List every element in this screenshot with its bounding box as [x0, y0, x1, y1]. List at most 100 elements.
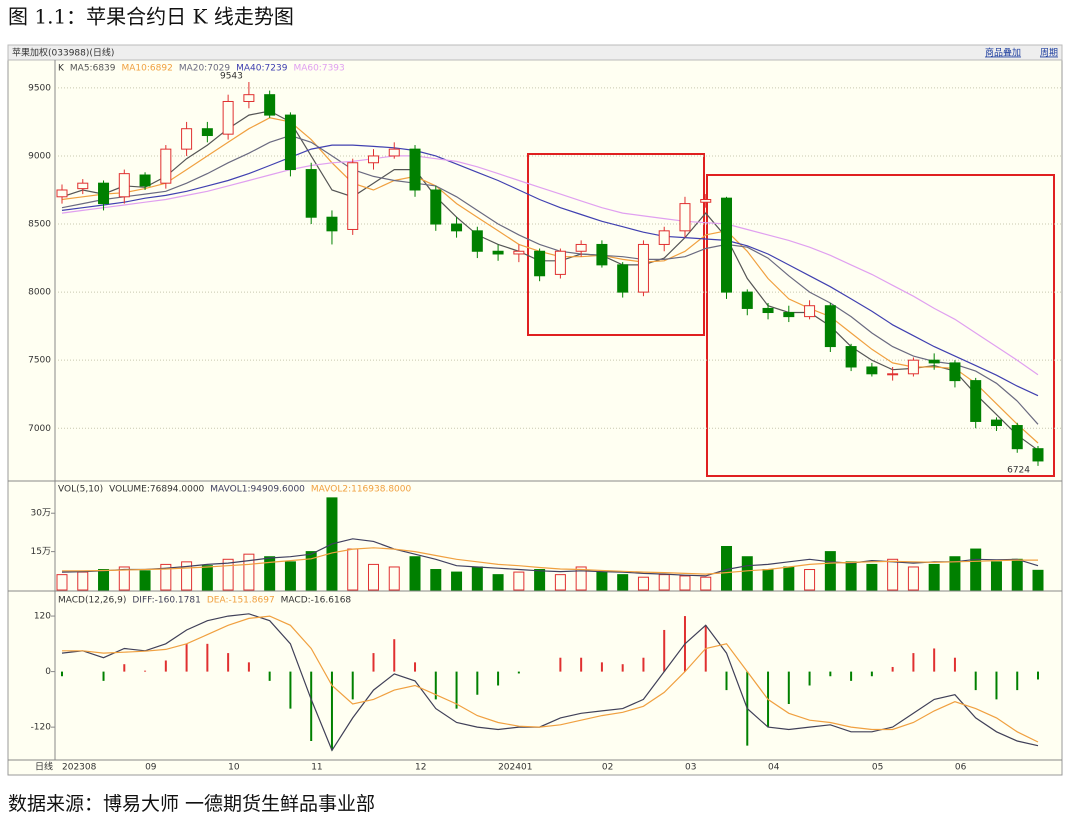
candle-body — [181, 128, 193, 150]
candle-body — [347, 162, 359, 230]
candle-body — [243, 94, 255, 102]
legend-entry: MA40:7239 — [236, 64, 288, 74]
candle-body — [264, 94, 276, 116]
volume-bar — [949, 556, 961, 591]
period-link[interactable]: 周期 — [1040, 48, 1058, 59]
volume-bar — [554, 574, 566, 591]
y-tick-label: 8000 — [28, 288, 51, 298]
candle-body — [762, 307, 774, 314]
candle-body — [804, 305, 816, 318]
candle-body — [596, 243, 608, 266]
indicator-line — [62, 547, 1038, 575]
volume-bar — [201, 565, 213, 591]
volume-bar — [409, 556, 421, 591]
candle-body — [222, 100, 234, 135]
candle-body — [928, 359, 940, 364]
candle-body — [575, 243, 587, 252]
volume-bar — [471, 566, 483, 591]
indicator-line — [61, 613, 1039, 752]
volume-bar — [243, 553, 255, 591]
volume-bar — [762, 569, 774, 591]
legend-entry: MA10:6892 — [122, 64, 173, 74]
indicator-line — [61, 155, 1039, 376]
candle-body — [139, 174, 151, 187]
indicator-line — [61, 134, 1039, 425]
volume-bar — [513, 571, 525, 591]
indicator-line — [62, 615, 1039, 743]
volume-bar — [534, 569, 546, 591]
y-tick-label: 7500 — [28, 356, 51, 366]
legend-entry: K — [58, 64, 65, 74]
volume-bar — [783, 566, 795, 591]
volume-bar — [824, 551, 836, 591]
volume-bar — [98, 569, 110, 591]
legend-entry: MA5:6839 — [70, 64, 116, 74]
candle-body — [866, 366, 878, 375]
y-tick-label: 7000 — [28, 424, 51, 434]
y-tick-label: 0 — [45, 667, 51, 677]
volume-bar — [56, 574, 68, 591]
legend-entry: VOLUME:76894.0000 — [109, 485, 204, 495]
indicator-line — [61, 538, 1039, 577]
candle-body — [990, 419, 1002, 427]
x-tick-label: 05 — [872, 763, 883, 773]
candle-body — [887, 373, 899, 376]
volume-bar — [741, 556, 753, 591]
legend-entry: DEA:-151.8697 — [207, 596, 275, 606]
volume-bar — [617, 574, 629, 591]
candle-body — [554, 250, 566, 275]
max-label: 9543 — [220, 72, 243, 82]
volume-bar — [305, 551, 317, 591]
y-tick-label: 9500 — [28, 83, 51, 93]
x-tick-label: 06 — [955, 763, 967, 773]
figure-title: 图 1.1：苹果合约日 K 线走势图 — [8, 5, 294, 29]
x-tick-label: 11 — [311, 763, 322, 773]
y-tick-label: 8500 — [28, 220, 51, 230]
highlight-box — [527, 153, 705, 336]
candle-body — [326, 216, 338, 232]
candle-body — [492, 250, 504, 255]
volume-bar — [679, 575, 691, 591]
y-tick-label: 9000 — [28, 151, 51, 161]
y-tick-label: 120 — [34, 612, 51, 622]
candle-body — [367, 155, 379, 164]
candle-body — [56, 189, 68, 198]
highlight-box — [706, 174, 1055, 477]
candle-body — [430, 189, 442, 225]
overlay-link[interactable]: 商品叠加 — [985, 47, 1021, 59]
volume-bar — [887, 558, 899, 591]
candle-body — [77, 182, 89, 190]
legend-entry: MA20:7029 — [179, 64, 231, 74]
x-tick-label: 04 — [768, 763, 780, 773]
symbol-label: 苹果加权(033988)(日线) — [12, 47, 114, 59]
candle-body — [824, 305, 836, 348]
y-tick-label: -120 — [31, 723, 52, 733]
volume-bar — [367, 563, 379, 591]
candle-body — [284, 114, 296, 171]
volume-bar — [430, 569, 442, 591]
candle-body — [658, 230, 670, 245]
candle-body — [617, 264, 629, 293]
candle-body — [160, 148, 172, 184]
header-bar — [7, 44, 1063, 61]
legend-entry: DIFF:-160.1781 — [132, 596, 200, 606]
x-tick-label: 02 — [602, 763, 613, 773]
volume-bar — [1011, 558, 1023, 591]
volume-bar — [181, 561, 193, 591]
candle-body — [118, 173, 130, 198]
candle-body — [741, 291, 753, 309]
legend-entry: MAVOL2:116938.8000 — [311, 485, 412, 495]
candle-body — [388, 148, 400, 157]
candle-body — [534, 250, 546, 277]
volume-bar — [575, 566, 587, 591]
candle-body — [783, 312, 795, 318]
candle-body — [679, 203, 691, 232]
volume-bar — [970, 548, 982, 591]
candle-body — [201, 128, 213, 137]
volume-bar — [700, 576, 712, 591]
candle-body — [721, 197, 733, 293]
x-axis-label: 日线 — [35, 761, 53, 773]
volume-bar — [388, 566, 400, 591]
